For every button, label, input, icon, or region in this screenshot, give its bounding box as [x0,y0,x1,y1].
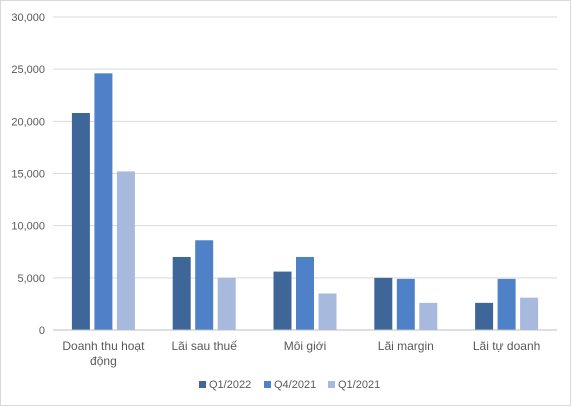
legend-label: Q1/2022 [209,379,251,391]
y-tick-label: 10,000 [11,221,45,233]
x-category-label: động [90,354,117,368]
bar-Q4-2021-0 [94,73,113,330]
y-axis-ticks: 0 5,000 10,000 15,000 20,000 25,000 30,000 [11,12,45,337]
bar-Q1-2021-2 [318,293,337,330]
x-category-label: Lãi sau thuế [172,339,238,353]
legend-label: Q1/2021 [338,379,380,391]
legend-label: Q4/2021 [274,379,316,391]
y-tick-label: 15,000 [11,169,45,181]
y-tick-label: 5,000 [17,273,45,285]
bar-Q1-2022-1 [172,256,191,330]
bar-Q1-2022-3 [374,277,393,330]
legend-swatch [199,381,206,388]
bars [71,73,539,330]
bar-Q4-2021-1 [195,240,214,330]
y-tick-label: 25,000 [11,64,45,76]
bar-Q1-2022-2 [273,271,292,330]
x-category-label: Môi giới [284,339,327,353]
y-tick-label: 30,000 [11,12,45,24]
bar-Q4-2021-2 [296,256,314,330]
gridlines [53,16,557,279]
bar-Q1-2021-1 [217,277,236,330]
y-tick-label: 20,000 [11,116,45,128]
bar-Q1-2021-0 [116,171,135,330]
bar-Q1-2021-3 [419,302,438,330]
bar-Q1-2021-4 [520,297,539,330]
bar-Q1-2022-4 [475,302,494,330]
legend-swatch [264,381,271,388]
bar-Q4-2021-3 [396,278,415,330]
bar-Q1-2022-0 [71,112,90,330]
x-category-label: Lãi margin [378,339,434,353]
legend: Q1/2022 Q4/2021 Q1/2021 [199,379,380,391]
y-tick-label: 0 [39,325,45,337]
bar-Q4-2021-4 [497,278,516,330]
x-category-label: Doanh thu hoạt [62,339,145,353]
x-category-label: Lãi tự doanh [473,339,540,353]
legend-swatch [328,381,335,388]
